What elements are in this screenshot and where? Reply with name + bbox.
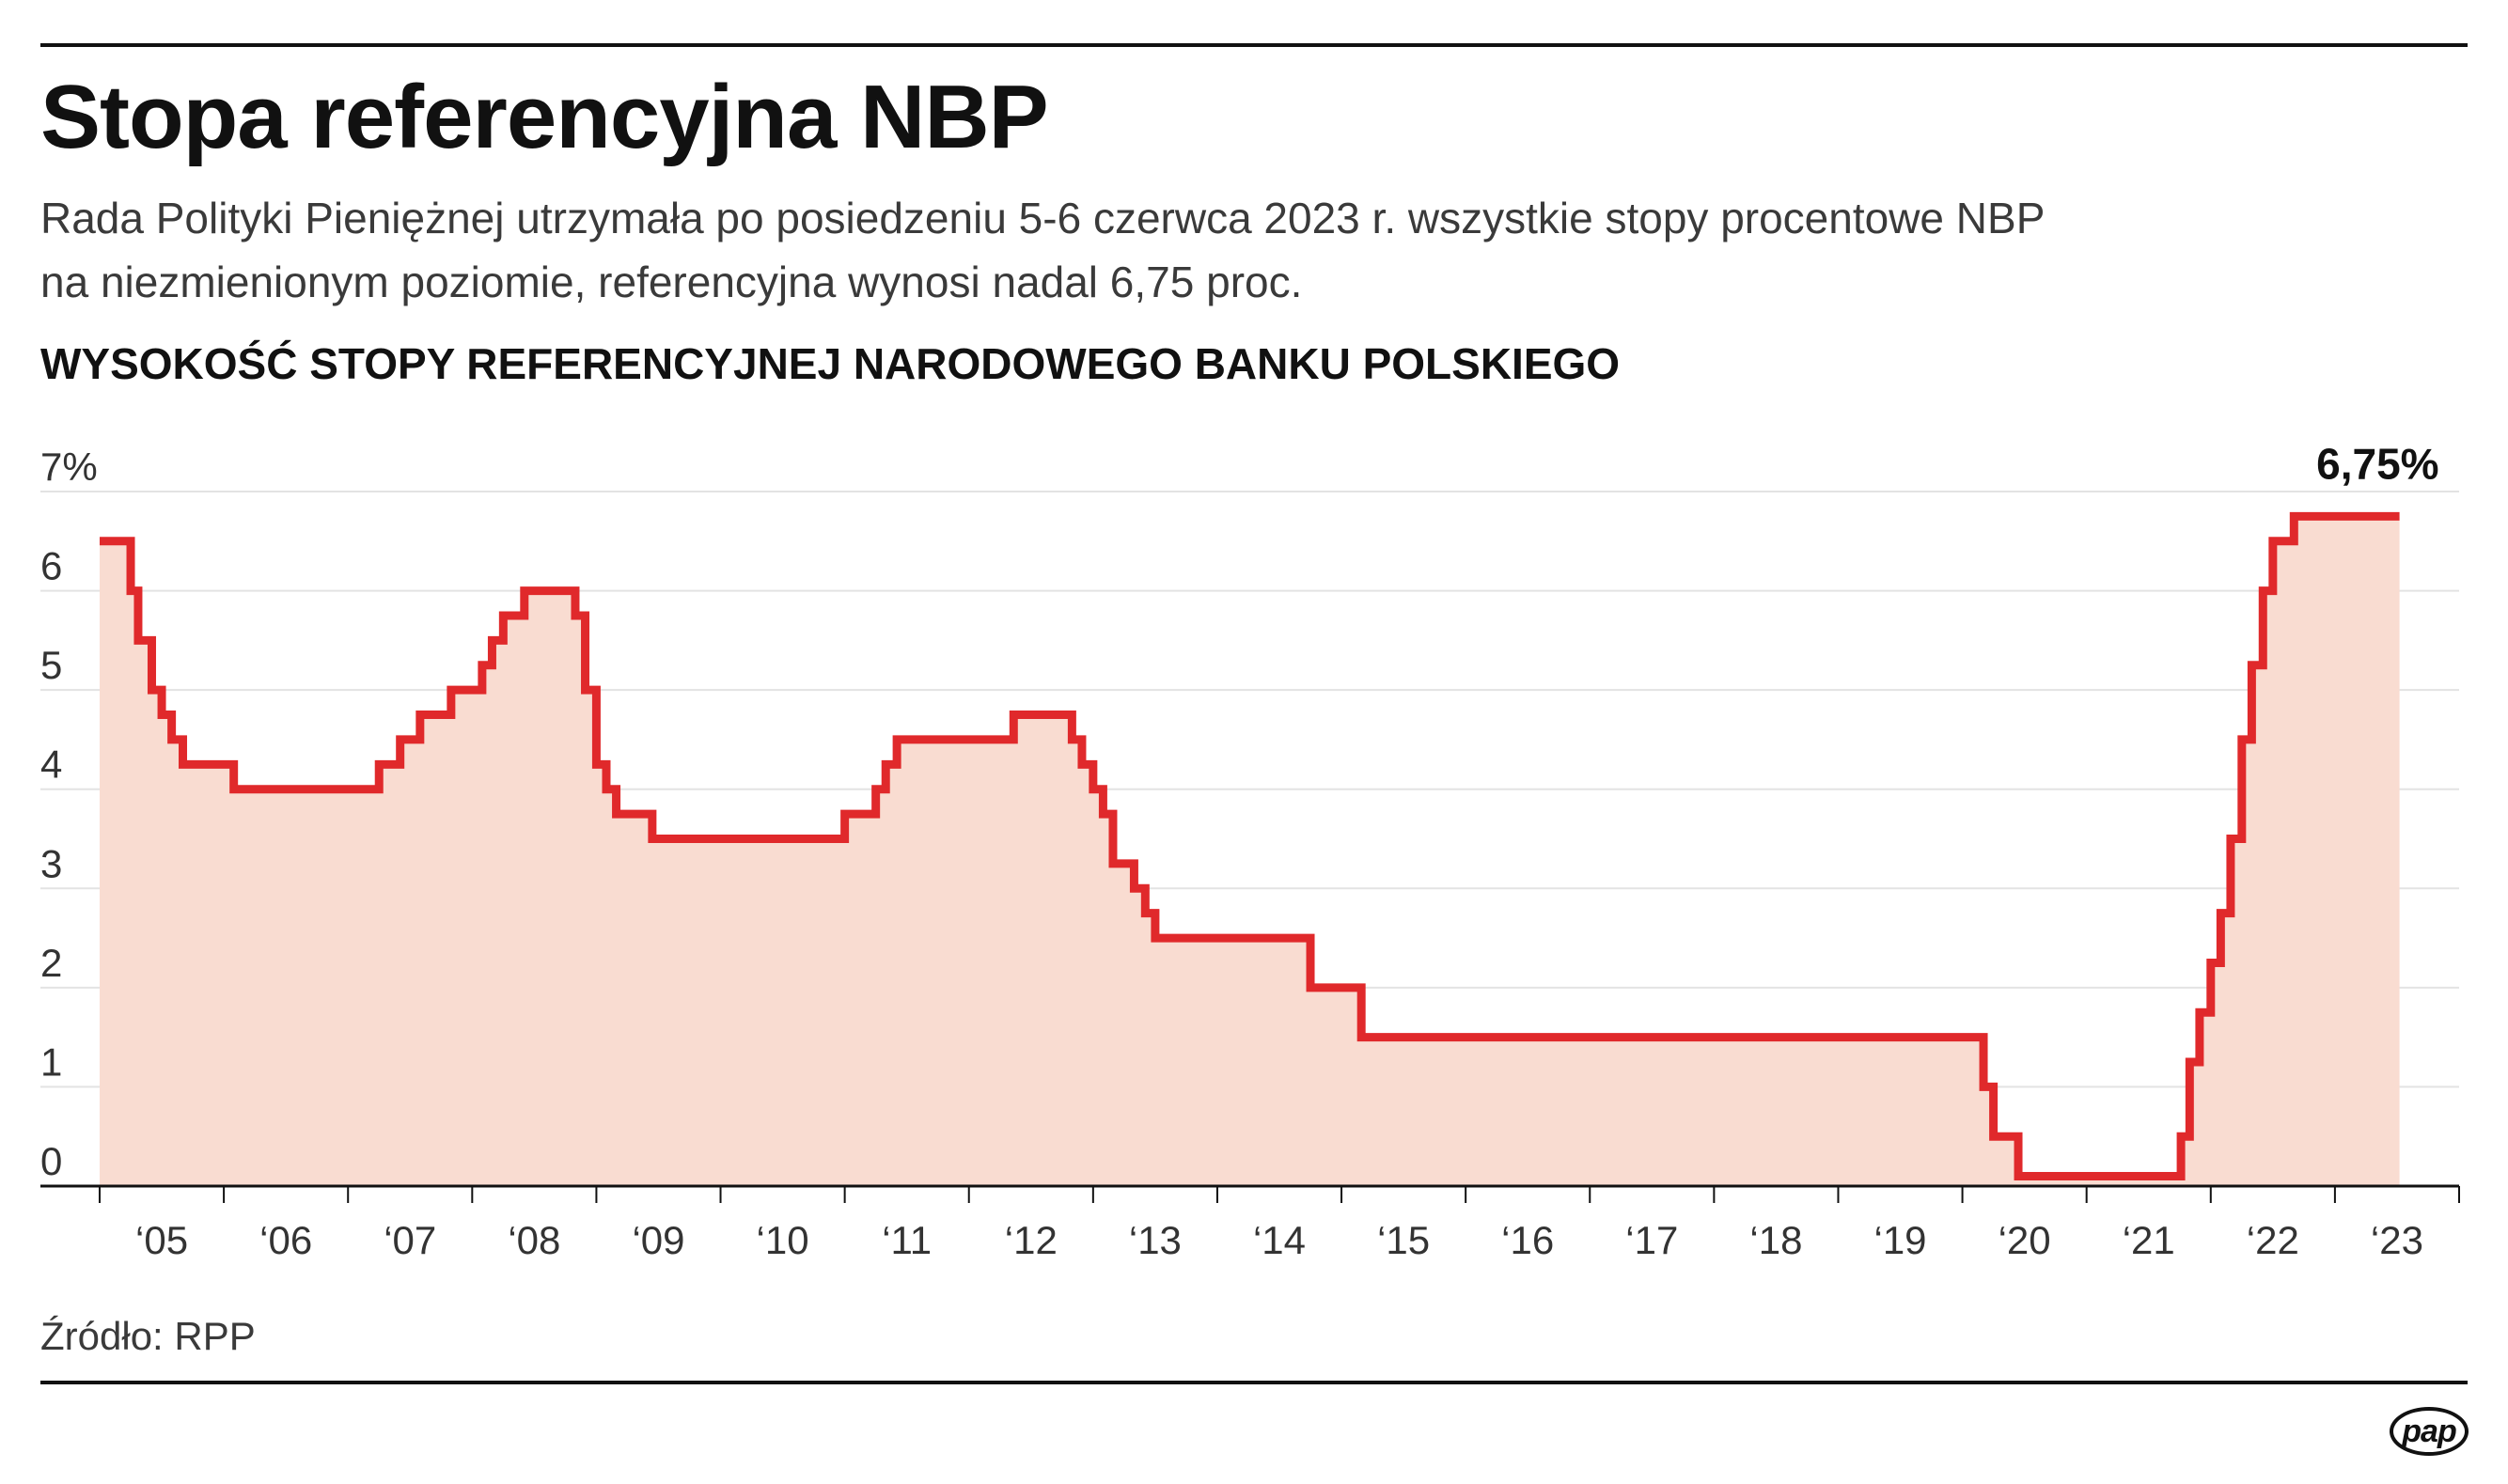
x-tick-label: ‘05 [135, 1218, 188, 1262]
area-layer [100, 511, 2400, 1186]
x-tick-label: ‘18 [1749, 1218, 1802, 1262]
x-tick-label: ‘12 [1005, 1218, 1058, 1262]
x-tick-label: ‘20 [1999, 1218, 2051, 1262]
subtitle-line-1: Rada Polityki Pieniężnej utrzymała po po… [40, 194, 2046, 242]
axis-layer [40, 1184, 2460, 1203]
x-tick-label: ‘06 [259, 1218, 312, 1262]
page-title: Stopa referencyjna NBP [40, 67, 1049, 167]
chart-heading: WYSOKOŚĆ STOPY REFERENCYJNEJ NARODOWEGO … [40, 339, 1621, 388]
x-tick-label: ‘17 [1625, 1218, 1678, 1262]
rate-area-fill [100, 516, 2400, 1186]
label-layer: 7% 6 5 4 3 2 1 0 ‘05 ‘06 ‘07 ‘08 ‘09 ‘10 ‘11 ‘12 ‘13 ‘14 ‘… [40, 439, 2439, 1262]
bottom-rule [40, 1381, 2468, 1384]
source-note: Źródło: RPP [40, 1314, 256, 1358]
y-tick-label: 6 [40, 544, 62, 588]
rate-step-line [100, 511, 2400, 1180]
x-tick-label: ‘21 [2123, 1218, 2175, 1262]
y-tick-label: 2 [40, 941, 62, 985]
x-tick-label: ‘23 [2371, 1218, 2423, 1262]
x-tick-label: ‘19 [1873, 1218, 1926, 1262]
reference-rate-chart: 7% 6 5 4 3 2 1 0 ‘05 ‘06 ‘07 ‘08 ‘09 ‘10 ‘11 ‘12 ‘13 ‘14 ‘… [40, 439, 2460, 1262]
y-tick-label: 5 [40, 643, 62, 687]
x-tick-label: ‘16 [1501, 1218, 1554, 1262]
y-tick-label: 7% [40, 445, 98, 489]
y-tick-label: 4 [40, 742, 62, 787]
x-tick-label: ‘08 [508, 1218, 560, 1262]
subtitle-line-2: na niezmienionym poziomie, referencyjna … [40, 258, 1303, 306]
x-tick-label: ‘22 [2247, 1218, 2299, 1262]
y-tick-label: 3 [40, 841, 62, 885]
final-value-label: 6,75% [2316, 439, 2438, 488]
x-tick-label: ‘15 [1377, 1218, 1430, 1262]
y-tick-label: 0 [40, 1139, 62, 1183]
x-tick-label: ‘09 [632, 1218, 684, 1262]
pap-logo: pap [2390, 1407, 2469, 1456]
x-tick-label: ‘11 [882, 1218, 932, 1262]
x-tick-label: ‘10 [757, 1218, 809, 1262]
page-subtitle: Rada Polityki Pieniężnej utrzymała po po… [40, 186, 2202, 314]
y-tick-label: 1 [40, 1039, 62, 1084]
x-tick-label: ‘13 [1129, 1218, 1182, 1262]
top-rule [40, 43, 2468, 47]
x-tick-label: ‘14 [1253, 1218, 1306, 1262]
x-tick-label: ‘07 [384, 1218, 436, 1262]
